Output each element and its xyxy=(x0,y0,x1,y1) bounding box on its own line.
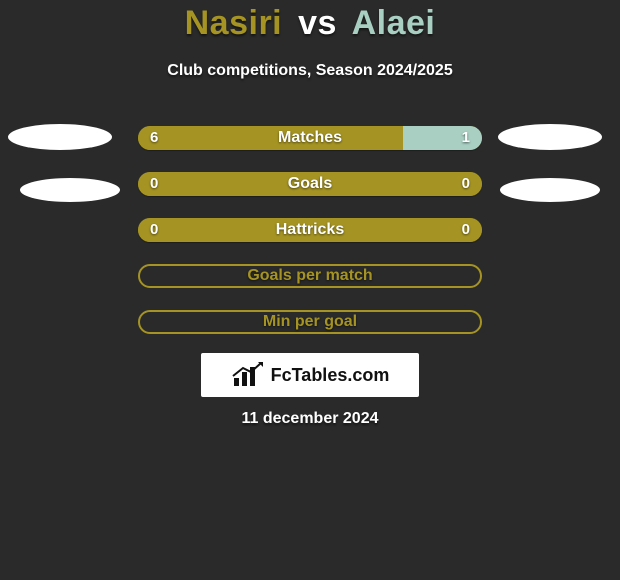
stat-value-right: 0 xyxy=(462,218,470,242)
player2-avatar-shadow-top xyxy=(498,124,602,150)
player1-avatar-shadow-top xyxy=(8,124,112,150)
stat-value-right: 0 xyxy=(462,172,470,196)
stat-value-left: 0 xyxy=(150,172,158,196)
title-row: Nasiri vs Alaei xyxy=(0,4,620,43)
stat-row: Goals0 0 xyxy=(138,172,482,196)
stat-row: Hattricks0 0 xyxy=(138,218,482,242)
subtitle: Club competitions, Season 2024/2025 xyxy=(0,62,620,80)
stat-label: Goals per match xyxy=(140,266,480,286)
player1-name: Nasiri xyxy=(185,4,283,42)
comparison-infographic: Nasiri vs Alaei Club competitions, Seaso… xyxy=(0,0,620,580)
stat-label: Matches xyxy=(138,126,482,150)
stat-label: Goals xyxy=(138,172,482,196)
stat-label: Min per goal xyxy=(140,312,480,332)
player2-name: Alaei xyxy=(352,4,436,42)
player2-avatar-shadow-bottom xyxy=(500,178,600,202)
stat-value-left: 6 xyxy=(150,126,158,150)
footer-date: 11 december 2024 xyxy=(0,410,620,428)
source-logo: FcTables.com xyxy=(201,353,419,397)
stat-row-hollow: Min per goal xyxy=(138,310,482,334)
bar-chart-icon xyxy=(231,362,265,388)
stat-value-left: 0 xyxy=(150,218,158,242)
vs-separator: vs xyxy=(292,4,343,42)
stat-value-right: 1 xyxy=(462,126,470,150)
source-logo-text: FcTables.com xyxy=(271,365,390,386)
player1-avatar-shadow-bottom xyxy=(20,178,120,202)
stat-row-hollow: Goals per match xyxy=(138,264,482,288)
stat-label: Hattricks xyxy=(138,218,482,242)
stat-row: Matches6 1 xyxy=(138,126,482,150)
